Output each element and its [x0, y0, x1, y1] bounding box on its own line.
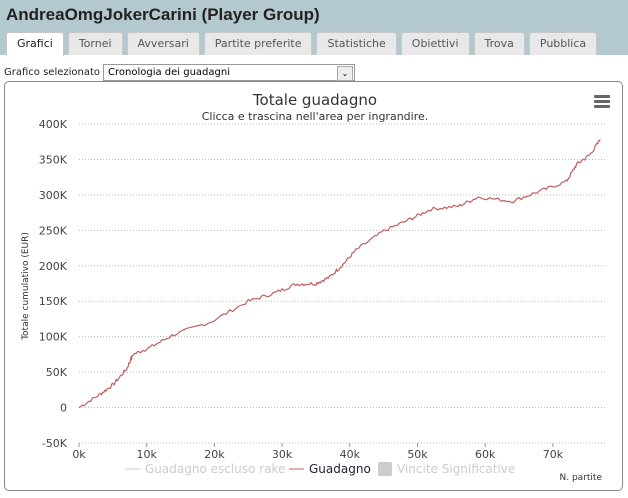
y-tick-label: 100K [39, 331, 68, 344]
y-tick-label: 250K [39, 224, 68, 237]
x-tick-label: 60k [475, 448, 496, 461]
legend-swatch-vincite [378, 462, 392, 476]
y-tick-label: 200K [39, 260, 68, 273]
y-tick-label: 300K [39, 189, 68, 202]
chart-select[interactable]: Cronologia dei guadagni ⌄ [103, 64, 355, 81]
y-tick-label: 150K [39, 295, 68, 308]
y-tick-label: 0 [60, 402, 67, 415]
x-axis-label: N. partite [560, 473, 603, 483]
chart-select-value: Cronologia dei guadagni [108, 67, 230, 78]
chart-panel [4, 81, 623, 491]
tab-statistiche[interactable]: Statistiche [316, 32, 397, 55]
tab-avversari[interactable]: Avversari [126, 32, 200, 55]
legend-escluso-rake[interactable]: Guadagno escluso rake [145, 462, 285, 476]
y-axis-label: Totale cumulativo (EUR) [21, 232, 31, 341]
header: AndreaOmgJokerCarini (Player Group) Graf… [0, 0, 628, 56]
tab-obiettivi[interactable]: Obiettivi [400, 32, 470, 55]
x-tick-label: 30k [272, 448, 293, 461]
y-tick-label: 400K [39, 118, 68, 131]
x-tick-label: 20k [204, 448, 225, 461]
legend-guadagno[interactable]: Guadagno [309, 462, 371, 476]
menu-icon[interactable] [594, 95, 610, 108]
tab-trova[interactable]: Trova [473, 32, 525, 55]
tab-grafici[interactable]: Grafici [6, 32, 64, 56]
tab-tornei[interactable]: Tornei [67, 32, 123, 55]
x-tick-label: 40k [340, 448, 361, 461]
tab-pubblica[interactable]: Pubblica [528, 32, 598, 55]
y-tick-label: -50K [42, 437, 68, 450]
legend-vincite[interactable]: Vincite Significative [397, 462, 515, 476]
y-tick-label: 350K [39, 153, 68, 166]
tab-bar: Grafici Tornei Avversari Partite preferi… [6, 32, 598, 56]
page-title: AndreaOmgJokerCarini (Player Group) [6, 5, 320, 24]
legend: Guadagno escluso rake Guadagno Vincite S… [125, 462, 515, 476]
chart-title: Totale guadagno [252, 91, 377, 109]
chart-subtitle: Clicca e trascina nell'area per ingrandi… [202, 110, 429, 123]
x-tick-label: 10k [137, 448, 158, 461]
x-tick-label: 70k [543, 448, 564, 461]
chevron-down-icon[interactable]: ⌄ [337, 66, 353, 81]
y-tick-label: 50K [46, 366, 68, 379]
x-tick-label: 0k [72, 448, 86, 461]
x-tick-label: 50k [407, 448, 428, 461]
tab-partite-preferite[interactable]: Partite preferite [203, 32, 313, 55]
chart-select-label: Grafico selezionato [4, 67, 101, 78]
series-guadagno [78, 139, 601, 409]
